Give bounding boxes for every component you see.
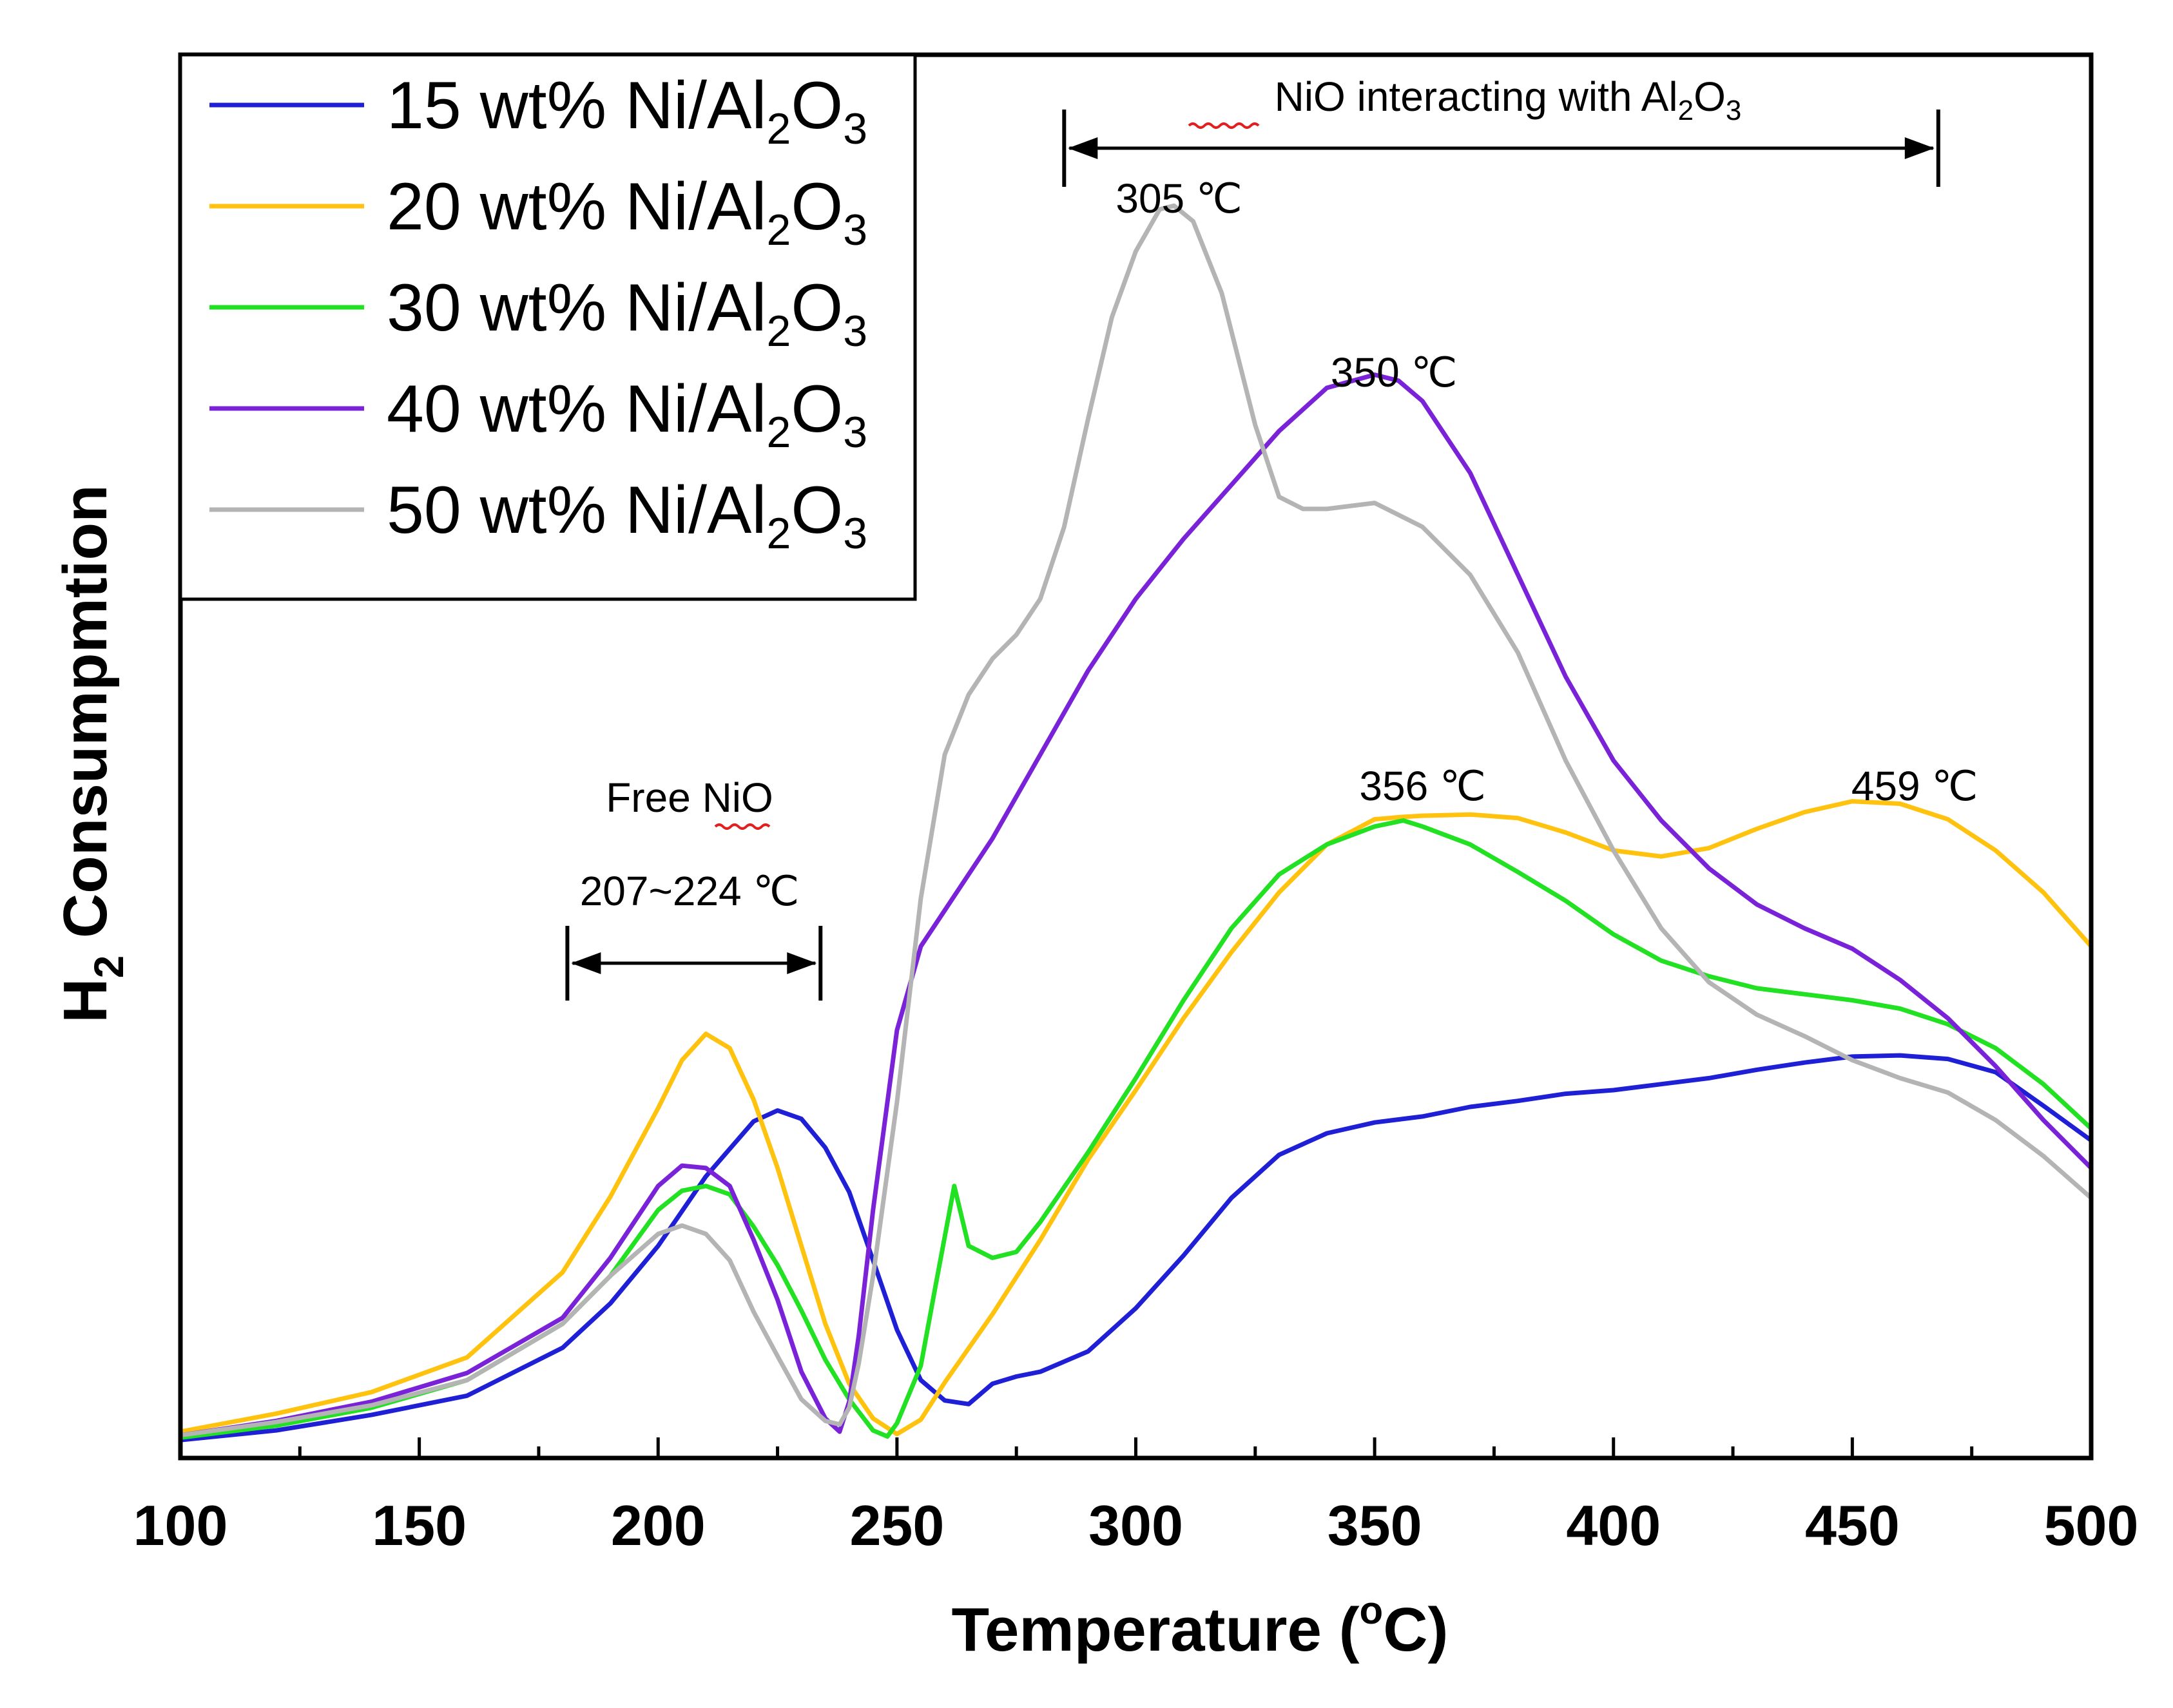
x-tick-label-100: 100 [133,1493,228,1557]
annotation-interacting-squiggle [1188,122,1260,129]
x-axis-title-superscript: o [1360,1589,1384,1632]
legend-label-o: O [791,473,843,548]
annotation-interacting: NiO interacting with Al2O3 [1275,73,1742,126]
legend-label-main: 40 wt% Ni/Al [387,372,767,446]
annotations: Free NiO 207~224 ℃ NiO interacting with … [565,73,1978,1001]
annotation-free-nio-squiggle [714,823,771,830]
annotation-free-nio: Free NiO [606,774,773,821]
legend-label-sub2: 3 [843,408,867,457]
legend-label-o: O [791,372,843,446]
annotation-interacting-sub2: 3 [1726,95,1741,126]
series-line-2 [178,799,2094,1437]
legend-label-sub2: 3 [843,307,867,356]
annotation-interacting-text: NiO interacting with Al [1275,73,1678,120]
legend-label-o: O [791,68,843,143]
x-axis-title-tail: C) [1383,1595,1448,1664]
legend-label-4: 40 wt% Ni/Al2O3 [387,372,867,457]
legend-label-sub2: 3 [843,206,867,254]
legend-label-main: 20 wt% Ni/Al [387,169,767,244]
series-line-1 [178,1053,2094,1443]
y-axis-title-h: H [51,978,120,1022]
peak-label-459: 459 ℃ [1851,763,1978,809]
legend-label-main: 15 wt% Ni/Al [387,68,767,143]
series-line-3 [178,818,2094,1440]
legend-label-sub1: 2 [767,408,791,457]
x-tick-label-450: 450 [1805,1493,1900,1557]
x-tick-label-200: 200 [611,1493,706,1557]
peak-label-305: 305 ℃ [1115,175,1242,222]
peak-label-356: 356 ℃ [1359,763,1485,809]
y-axis-title: H2 Consumpmtion [51,485,132,1023]
legend-label-sub1: 2 [767,509,791,558]
x-axis-title: Temperature (oC) [952,1589,1449,1664]
legend-label-sub2: 3 [843,509,867,558]
annotation-free-nio-arrow [565,926,823,1001]
x-axis-tick-labels: 100 150 200 250 300 350 400 450 500 [133,1493,2139,1557]
legend-label-sub1: 2 [767,307,791,356]
x-axis-title-main: Temperature ( [952,1595,1360,1664]
legend-label-o: O [791,169,843,244]
x-tick-label-150: 150 [372,1493,467,1557]
legend-label-main: 30 wt% Ni/Al [387,271,767,345]
arrow-head-left [1068,137,1098,159]
arrow-head-left [571,952,601,974]
legend-label-sub2: 3 [843,104,867,153]
x-tick-label-500: 500 [2044,1493,2139,1557]
y-axis-title-rest: Consumpmtion [51,485,120,955]
x-axis-ticks [179,1437,2093,1458]
legend-label-1: 15 wt% Ni/Al2O3 [387,68,867,153]
annotation-interacting-arrow [1062,110,1940,187]
data-series-group [178,203,2094,1443]
legend-label-5: 50 wt% Ni/Al2O3 [387,473,867,558]
x-tick-label-250: 250 [849,1493,944,1557]
legend-label-3: 30 wt% Ni/Al2O3 [387,271,867,356]
series-line-5 [178,203,2094,1438]
legend-label-2: 20 wt% Ni/Al2O3 [387,169,867,254]
peak-label-350: 350 ℃ [1331,349,1457,396]
annotation-interacting-sub1: 2 [1678,95,1694,126]
legend-label-main: 50 wt% Ni/Al [387,473,767,548]
arrow-head-right [787,952,817,974]
annotation-free-nio-range: 207~224 ℃ [580,868,800,914]
annotation-interacting-o: O [1694,73,1726,120]
peak-labels: 305 ℃ 350 ℃ 356 ℃ 459 ℃ [1115,175,1978,809]
series-line-4 [178,372,2094,1438]
y-axis-title-subscript: 2 [86,955,132,979]
legend-label-sub1: 2 [767,104,791,153]
x-tick-label-400: 400 [1566,1493,1661,1557]
x-tick-label-300: 300 [1088,1493,1183,1557]
arrow-head-right [1904,137,1935,159]
x-tick-label-350: 350 [1328,1493,1422,1557]
legend-label-o: O [791,271,843,345]
legend-label-sub1: 2 [767,206,791,254]
